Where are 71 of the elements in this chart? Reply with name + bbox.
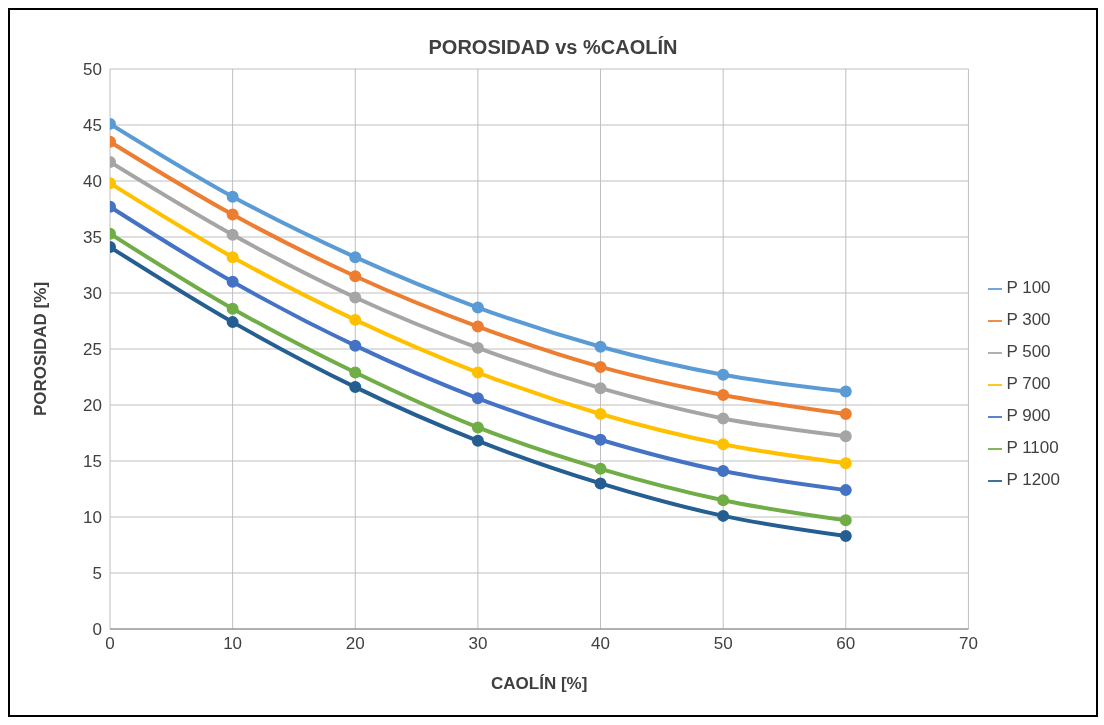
x-axis-title: CAOLÍN [%] xyxy=(491,674,588,693)
point xyxy=(471,341,484,354)
point xyxy=(717,368,730,381)
point xyxy=(471,392,484,405)
x-tick-label: 0 xyxy=(105,634,115,654)
point xyxy=(717,438,730,451)
point xyxy=(471,320,484,333)
y-tick-label: 15 xyxy=(83,452,102,472)
point xyxy=(594,340,607,353)
legend-label: P 700 xyxy=(1006,374,1051,393)
legend-label: P 500 xyxy=(1006,342,1051,361)
point xyxy=(349,339,362,352)
point xyxy=(839,514,852,527)
legend-label: P 300 xyxy=(1006,310,1051,329)
point xyxy=(471,421,484,434)
point xyxy=(839,430,852,443)
point xyxy=(226,228,239,241)
point xyxy=(717,412,730,425)
point xyxy=(349,251,362,264)
x-tick-label: 30 xyxy=(468,634,488,654)
y-tick-label: 50 xyxy=(83,60,102,80)
y-tick-label: 10 xyxy=(83,508,102,528)
y-tick-label: 5 xyxy=(92,564,102,584)
point xyxy=(839,530,852,543)
point xyxy=(226,251,239,264)
legend-label: P 1100 xyxy=(1006,438,1059,457)
point xyxy=(594,477,607,490)
y-axis-title: POROSIDAD [%] xyxy=(31,281,51,417)
point xyxy=(226,302,239,315)
point xyxy=(226,275,239,288)
point xyxy=(839,385,852,398)
point xyxy=(717,388,730,401)
x-tick-label: 50 xyxy=(713,634,733,654)
y-tick-label: 25 xyxy=(83,340,102,360)
point xyxy=(349,381,362,394)
point xyxy=(471,301,484,314)
point xyxy=(594,407,607,420)
x-tick-label: 60 xyxy=(836,634,856,654)
y-tick-label: 20 xyxy=(83,396,102,416)
point xyxy=(226,208,239,221)
point xyxy=(839,407,852,420)
point xyxy=(594,433,607,446)
point xyxy=(594,382,607,395)
point xyxy=(717,509,730,522)
point xyxy=(349,291,362,304)
y-tick-label: 40 xyxy=(83,172,102,192)
y-tick-label: 30 xyxy=(83,284,102,304)
y-tick-label: 35 xyxy=(83,228,102,248)
point xyxy=(226,190,239,203)
point xyxy=(717,465,730,478)
x-tick-label: 70 xyxy=(958,634,978,654)
x-tick-label: 20 xyxy=(345,634,365,654)
y-tick-label: 0 xyxy=(92,620,102,640)
legend-label: P 1200 xyxy=(1006,470,1060,489)
point xyxy=(471,434,484,447)
point xyxy=(471,366,484,379)
point xyxy=(594,462,607,475)
y-tick-label: 45 xyxy=(83,116,102,136)
point xyxy=(349,270,362,283)
legend-label: P 100 xyxy=(1006,278,1051,297)
point xyxy=(349,366,362,379)
x-tick-label: 10 xyxy=(223,634,243,654)
chart-title: POROSIDAD vs %CAOLÍN xyxy=(427,35,679,59)
point xyxy=(839,457,852,470)
point xyxy=(717,494,730,507)
point xyxy=(226,316,239,329)
point xyxy=(349,313,362,326)
x-tick-label: 40 xyxy=(591,634,610,654)
legend-label: P 900 xyxy=(1006,406,1051,425)
point xyxy=(594,360,607,373)
point xyxy=(839,484,852,497)
